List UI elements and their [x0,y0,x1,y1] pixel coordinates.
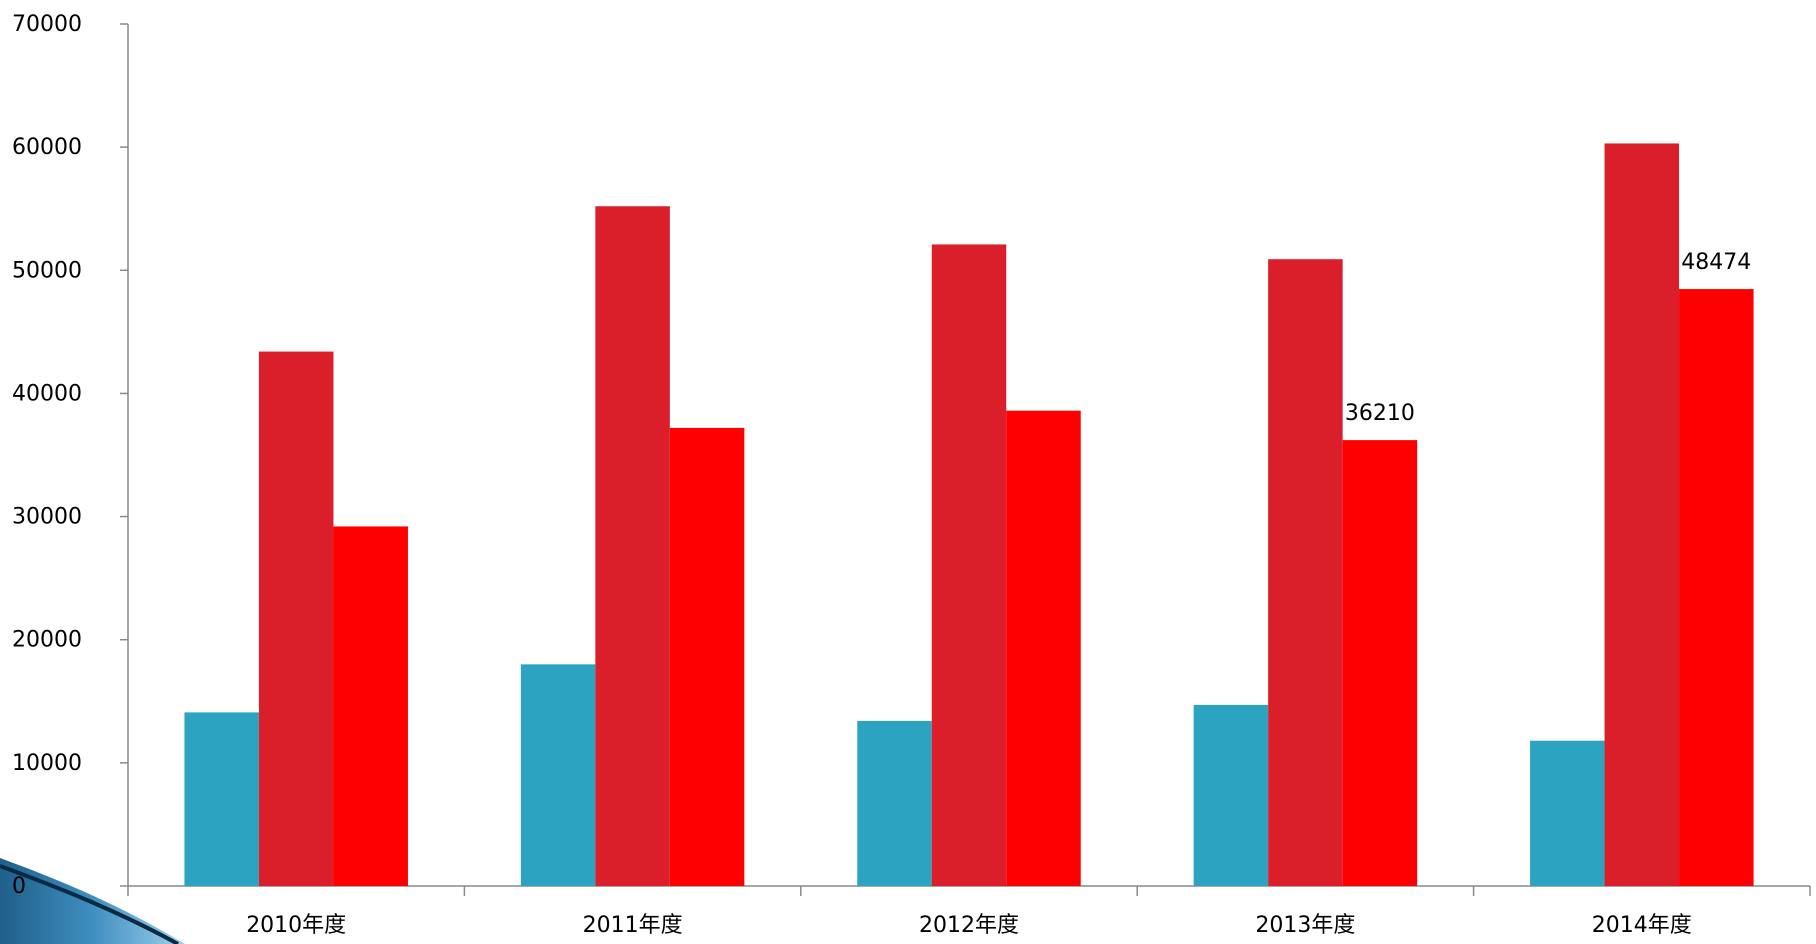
corner-decoration-edge [0,864,179,944]
bar [669,427,745,886]
bar [184,712,259,886]
x-tick-label: 2010年度 [246,913,346,938]
bar [931,244,1007,886]
y-tick-label: 70000 [12,12,82,37]
y-tick-label: 60000 [12,135,82,160]
bar [1679,289,1754,887]
x-tick-label: 2014年度 [1592,913,1692,938]
bar [258,351,334,886]
y-tick-label: 40000 [12,381,82,406]
bar [1006,410,1081,886]
bar [1604,143,1680,886]
data-label: 36210 [1345,401,1415,426]
bar [333,526,408,886]
bar [1530,740,1605,886]
x-tick-label: 2011年度 [583,913,683,938]
bar [857,720,932,886]
y-tick-label: 50000 [12,258,82,283]
y-tick-label: 0 [12,874,26,899]
bar [1193,704,1269,886]
bar [520,664,596,886]
y-tick-label: 20000 [12,628,82,653]
bar [595,206,670,886]
x-tick-label: 2012年度 [919,913,1019,938]
y-tick-label: 30000 [12,505,82,530]
x-tick-label: 2013年度 [1255,913,1355,938]
data-label: 48474 [1681,250,1751,275]
bar [1342,440,1418,886]
bar [1268,259,1343,886]
y-tick-label: 10000 [12,751,82,776]
